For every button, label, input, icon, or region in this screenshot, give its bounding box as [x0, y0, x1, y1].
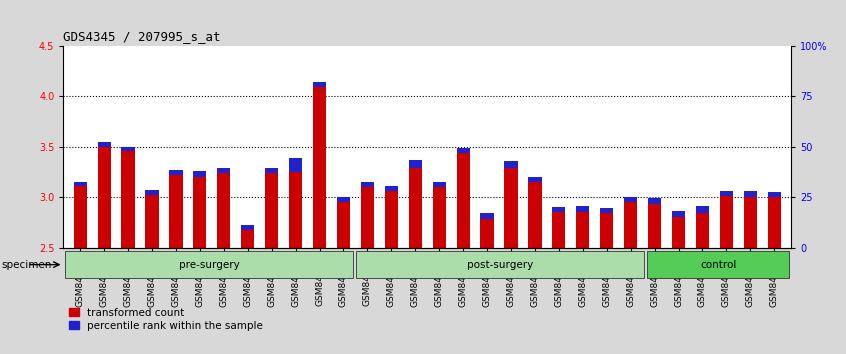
- Bar: [313, 87, 326, 248]
- Bar: [169, 175, 183, 248]
- Bar: [744, 191, 757, 197]
- Bar: [409, 168, 422, 248]
- Bar: [432, 182, 446, 187]
- Bar: [600, 213, 613, 248]
- Bar: [504, 168, 518, 248]
- Bar: [122, 147, 135, 151]
- Bar: [265, 168, 278, 173]
- Bar: [672, 211, 685, 217]
- Bar: [241, 224, 255, 230]
- Bar: [720, 196, 733, 248]
- Bar: [193, 171, 206, 177]
- Bar: [241, 230, 255, 248]
- Bar: [576, 212, 590, 248]
- FancyBboxPatch shape: [356, 251, 644, 278]
- Text: control: control: [700, 259, 736, 270]
- Bar: [289, 158, 302, 172]
- Bar: [552, 207, 565, 212]
- Bar: [217, 168, 230, 173]
- Bar: [672, 217, 685, 248]
- Bar: [385, 186, 398, 191]
- Bar: [337, 202, 350, 248]
- Bar: [265, 173, 278, 248]
- Bar: [696, 206, 709, 213]
- Bar: [529, 182, 541, 248]
- Bar: [552, 212, 565, 248]
- Bar: [767, 198, 781, 248]
- Bar: [432, 187, 446, 248]
- Bar: [360, 187, 374, 248]
- Bar: [146, 195, 158, 248]
- Bar: [193, 177, 206, 248]
- Bar: [481, 218, 494, 248]
- Bar: [481, 213, 494, 218]
- Bar: [744, 198, 757, 248]
- FancyBboxPatch shape: [65, 251, 353, 278]
- Bar: [122, 151, 135, 248]
- Bar: [97, 142, 111, 147]
- Bar: [337, 198, 350, 202]
- Bar: [146, 190, 158, 195]
- Bar: [624, 198, 637, 202]
- Bar: [360, 182, 374, 187]
- Bar: [529, 177, 541, 182]
- Bar: [385, 191, 398, 248]
- Bar: [313, 82, 326, 87]
- Bar: [74, 182, 87, 186]
- Bar: [576, 206, 590, 212]
- Text: GDS4345 / 207995_s_at: GDS4345 / 207995_s_at: [63, 30, 221, 44]
- Text: post-surgery: post-surgery: [467, 259, 533, 270]
- FancyBboxPatch shape: [647, 251, 789, 278]
- Bar: [624, 202, 637, 248]
- Bar: [289, 172, 302, 248]
- Bar: [457, 148, 470, 153]
- Bar: [74, 186, 87, 248]
- Bar: [217, 173, 230, 248]
- Bar: [696, 213, 709, 248]
- Bar: [648, 204, 662, 248]
- Text: pre-surgery: pre-surgery: [179, 259, 239, 270]
- Bar: [504, 161, 518, 168]
- Bar: [600, 209, 613, 213]
- Text: specimen: specimen: [2, 259, 52, 270]
- Bar: [169, 170, 183, 175]
- Legend: transformed count, percentile rank within the sample: transformed count, percentile rank withi…: [69, 308, 263, 331]
- Bar: [648, 198, 662, 204]
- Bar: [720, 191, 733, 196]
- Bar: [457, 153, 470, 248]
- Bar: [97, 147, 111, 248]
- Bar: [409, 160, 422, 168]
- Bar: [767, 192, 781, 197]
